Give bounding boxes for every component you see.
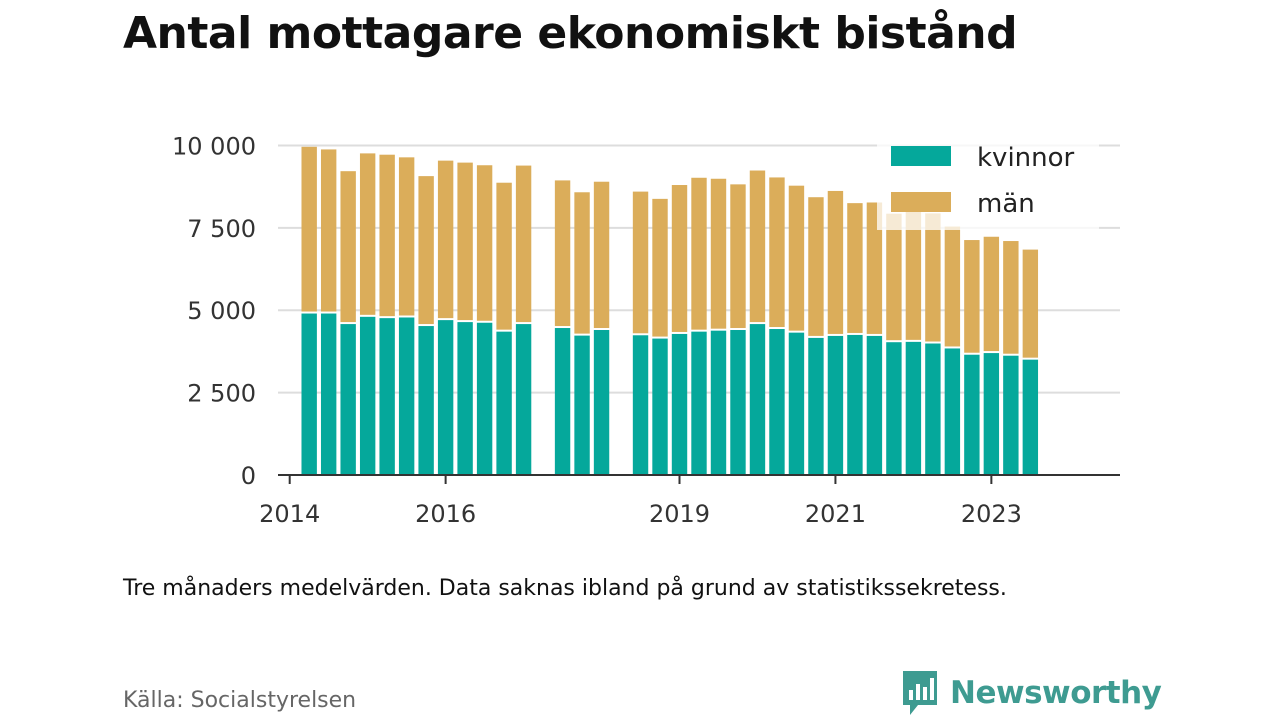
bar-segment-man <box>457 162 473 321</box>
bar-segment-man <box>847 203 863 333</box>
bar-segment-man <box>379 154 395 317</box>
chart-title: Antal mottagare ekonomiskt bistånd <box>123 8 1018 59</box>
bar-segment-man <box>418 176 434 325</box>
x-tick-label: 2016 <box>415 500 476 528</box>
source-label: Källa: Socialstyrelsen <box>123 688 357 713</box>
bar-segment-man <box>359 153 376 315</box>
bars <box>301 146 1039 475</box>
brand-name: Newsworthy <box>950 675 1162 711</box>
bar-segment-kvinnor <box>1003 355 1019 475</box>
bar-segment-man <box>398 157 415 316</box>
bar-segment-kvinnor <box>476 322 493 475</box>
x-tick-label: 2019 <box>649 500 710 528</box>
bar-segment-kvinnor <box>418 326 434 475</box>
bar-segment-man <box>866 202 883 334</box>
y-axis-ticks: 0 2 500 5 000 7 500 10 000 <box>172 132 256 490</box>
x-axis-ticks: 2014 2016 2019 2021 2023 <box>259 475 1022 528</box>
legend-label: män <box>977 189 1035 219</box>
bar-segment-kvinnor <box>808 337 824 475</box>
bar-segment-man <box>652 198 668 337</box>
bar-segment-kvinnor <box>730 330 746 475</box>
bar-segment-kvinnor <box>632 335 649 475</box>
bar-segment-man <box>827 190 844 334</box>
bar-segment-man <box>749 170 766 323</box>
bar-segment-man <box>925 213 941 342</box>
bar-segment-kvinnor <box>515 324 532 475</box>
brand-logo: Newsworthy <box>900 668 1162 718</box>
bar-segment-kvinnor <box>886 342 902 475</box>
bar-segment-man <box>808 197 824 336</box>
y-tick-label: 5 000 <box>187 297 256 325</box>
bar-segment-man <box>769 177 785 328</box>
bar-segment-kvinnor <box>379 318 395 475</box>
bar-segment-man <box>593 181 610 329</box>
bar-segment-kvinnor <box>340 324 356 475</box>
y-tick-label: 2 500 <box>187 380 256 408</box>
bar-segment-man <box>1022 249 1039 358</box>
legend-swatch <box>891 192 951 212</box>
bar-segment-man <box>340 171 356 323</box>
bar-segment-kvinnor <box>749 324 766 475</box>
bar-segment-man <box>691 177 707 330</box>
bar-segment-kvinnor <box>320 313 337 475</box>
bar-segment-man <box>554 180 571 327</box>
bar-segment-kvinnor <box>710 330 727 475</box>
bar-segment-kvinnor <box>827 335 844 475</box>
bar-segment-man <box>476 165 493 321</box>
bar-segment-kvinnor <box>691 331 707 475</box>
bar-segment-man <box>574 192 590 334</box>
bar-segment-kvinnor <box>652 338 668 475</box>
bar-segment-kvinnor <box>905 341 922 475</box>
bar-segment-man <box>730 184 746 329</box>
bar-segment-man <box>788 185 805 331</box>
bar-segment-man <box>964 240 980 353</box>
newsworthy-logo-icon <box>903 671 937 715</box>
y-tick-label: 0 <box>241 462 256 490</box>
bar-segment-kvinnor <box>788 332 805 475</box>
bar-segment-kvinnor <box>437 320 454 475</box>
bar-segment-kvinnor <box>769 329 785 475</box>
chart-note: Tre månaders medelvärden. Data saknas ib… <box>123 576 1007 601</box>
bar-segment-kvinnor <box>554 328 571 475</box>
bar-segment-kvinnor <box>944 348 961 475</box>
bar-segment-kvinnor <box>925 343 941 475</box>
x-tick-label: 2021 <box>805 500 866 528</box>
bar-segment-kvinnor <box>574 335 590 475</box>
bar-segment-kvinnor <box>301 313 317 475</box>
y-tick-label: 7 500 <box>187 215 256 243</box>
bar-segment-man <box>905 210 922 340</box>
bar-segment-kvinnor <box>1022 359 1039 475</box>
bar-segment-kvinnor <box>847 334 863 475</box>
legend: kvinnor män <box>877 132 1099 230</box>
y-tick-label: 10 000 <box>172 132 256 160</box>
bar-segment-kvinnor <box>359 316 376 475</box>
bar-segment-man <box>886 213 902 341</box>
bar-segment-kvinnor <box>983 353 1000 475</box>
bar-segment-man <box>515 165 532 323</box>
bar-segment-man <box>671 185 688 332</box>
bar-segment-man <box>496 182 512 330</box>
bar-segment-kvinnor <box>866 335 883 475</box>
bar-segment-kvinnor <box>964 354 980 475</box>
bar-segment-man <box>710 178 727 329</box>
bar-segment-man <box>320 149 337 312</box>
bar-segment-kvinnor <box>671 333 688 475</box>
bar-segment-kvinnor <box>457 322 473 475</box>
bar-segment-kvinnor <box>593 330 610 475</box>
bar-segment-man <box>632 191 649 334</box>
bar-segment-kvinnor <box>398 317 415 475</box>
legend-swatch <box>891 146 951 166</box>
x-tick-label: 2023 <box>961 500 1022 528</box>
legend-label: kvinnor <box>977 143 1075 173</box>
x-tick-label: 2014 <box>259 500 320 528</box>
bar-segment-man <box>1003 241 1019 354</box>
bar-segment-man <box>437 160 454 319</box>
bar-segment-kvinnor <box>496 331 512 475</box>
bar-segment-man <box>301 146 317 312</box>
bar-segment-man <box>983 236 1000 352</box>
bar-segment-man <box>944 226 961 347</box>
